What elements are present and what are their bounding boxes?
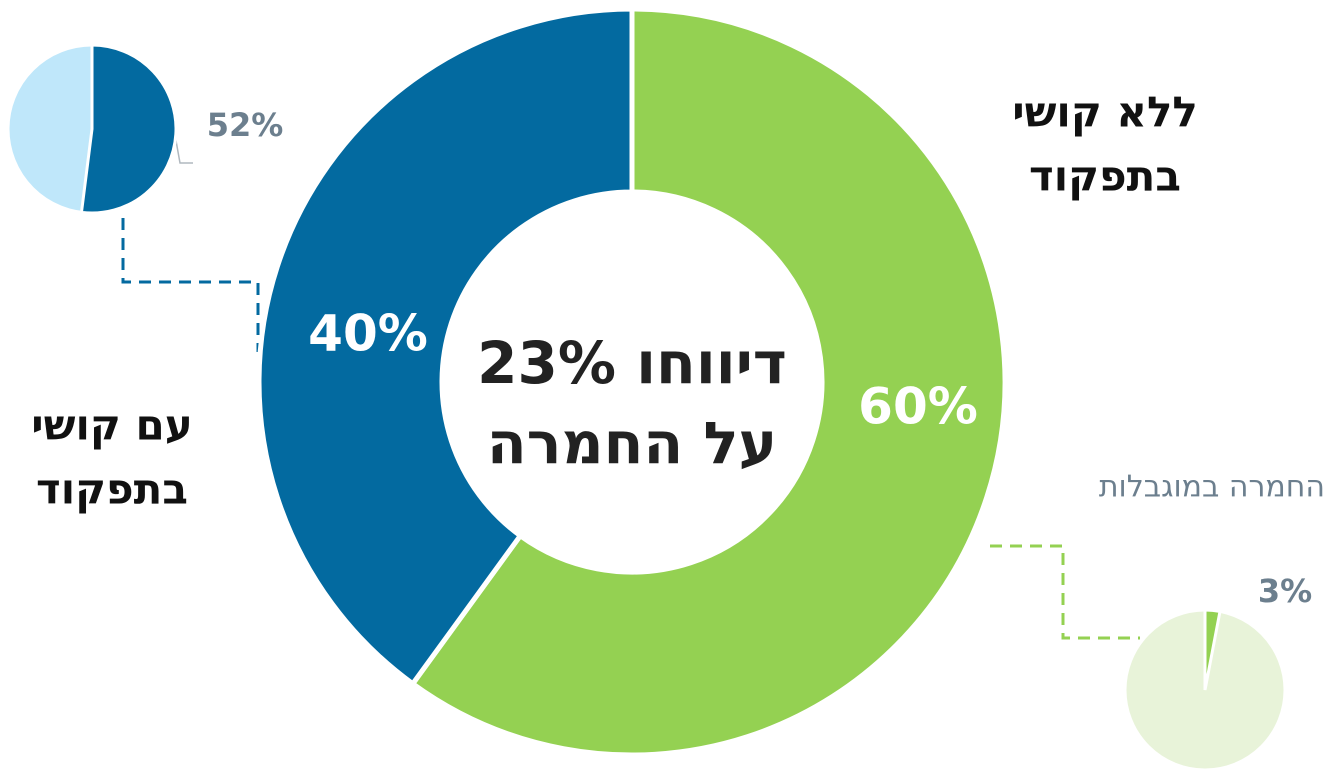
leader-line: [174, 134, 193, 164]
center-title: 23% דיווחו: [477, 329, 787, 397]
value-label: 40%: [308, 305, 428, 363]
connector-green: [990, 544, 1140, 640]
pie-title: החמרה במוגבלות: [1099, 470, 1325, 505]
value-label: 60%: [858, 378, 978, 436]
category-label: בתפקוד: [1029, 152, 1181, 201]
value-label: 3%: [1258, 572, 1312, 610]
value-label: 52%: [207, 106, 284, 144]
pie-slice: [79, 43, 178, 215]
connector-blue: [121, 218, 260, 352]
donut-segment: [256, 6, 635, 688]
connectors: [121, 218, 1140, 640]
category-label: עם קושי: [31, 401, 192, 450]
center-title: על החמרה: [487, 409, 777, 477]
category-label: בתפקוד: [36, 465, 188, 514]
donut-segment: [409, 6, 1008, 758]
category-label: ללא קושי: [1012, 88, 1198, 137]
pie-slice: [1203, 608, 1222, 691]
